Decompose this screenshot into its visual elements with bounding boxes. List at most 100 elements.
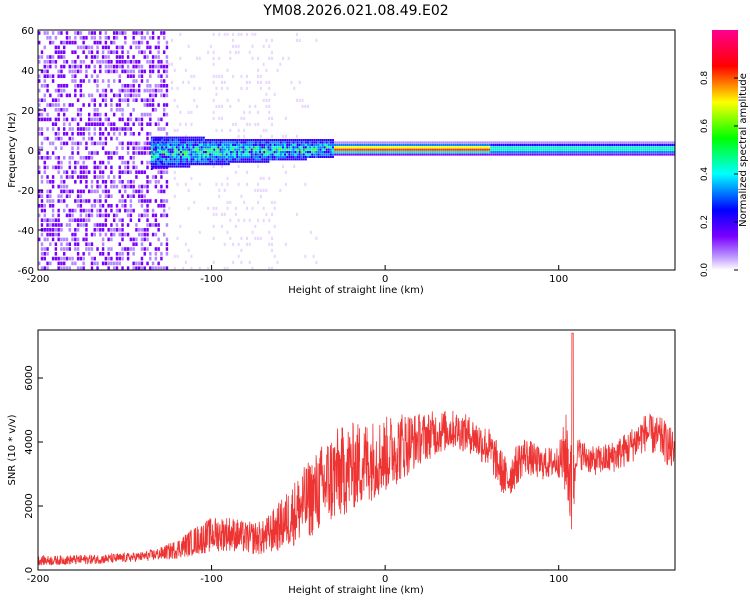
heatmap-cell [304, 254, 307, 258]
heatmap-cell [488, 146, 491, 149]
heatmap-cell [74, 84, 77, 88]
heatmap-cell [93, 117, 96, 122]
heatmap-cell [269, 141, 272, 144]
heatmap-cell [188, 141, 191, 144]
heatmap-cell [151, 103, 155, 107]
heatmap-cell [43, 228, 46, 232]
heatmap-cell [344, 143, 347, 146]
heatmap-cell [107, 156, 110, 160]
heatmap-cell [506, 148, 509, 151]
heatmap-cell [265, 160, 268, 163]
heatmap-cell [43, 208, 46, 213]
heatmap-cell [65, 132, 69, 136]
heatmap-cell [110, 184, 113, 189]
heatmap-cell [46, 151, 49, 155]
heatmap-cell [215, 128, 218, 132]
heatmap-cell [93, 199, 96, 203]
heatmap-cell [46, 237, 49, 242]
heatmap-cell [309, 141, 312, 144]
heatmap-cell [248, 141, 251, 144]
heatmap-cell [68, 69, 71, 74]
snr-x-tick-label: 100 [549, 574, 568, 585]
heatmap-cell [107, 204, 110, 208]
heatmap-cell [104, 213, 108, 218]
heatmap-cell [118, 98, 121, 102]
heatmap-cell [531, 143, 534, 146]
heatmap-cell [202, 158, 205, 161]
heatmap-cell [54, 218, 58, 222]
heatmap-cell [118, 127, 121, 131]
heatmap-cell [135, 98, 138, 102]
heatmap-cell [198, 86, 201, 90]
heatmap-cell [382, 151, 384, 154]
heatmap-cell [346, 148, 349, 151]
heatmap-cell [110, 194, 113, 198]
heatmap-cell [107, 213, 110, 218]
heatmap-cell [85, 156, 88, 160]
heatmap-cell [509, 141, 511, 144]
heatmap-cell [627, 153, 630, 156]
heatmap-cell [225, 139, 228, 142]
heatmap-cell [563, 143, 566, 146]
heatmap-cell [484, 148, 486, 151]
heatmap-cell [646, 148, 649, 151]
heatmap-cell [240, 260, 243, 264]
heatmap-cell [190, 146, 193, 149]
heatmap-cell [226, 86, 229, 90]
heatmap-cell [135, 223, 138, 227]
heatmap-cell [490, 151, 493, 154]
heatmap-cell [171, 158, 174, 161]
heatmap-cell [204, 141, 207, 144]
heatmap-cell [212, 50, 215, 54]
heatmap-cell [243, 134, 246, 138]
heatmap-cell [327, 155, 330, 158]
heatmap-cell [157, 55, 160, 59]
heatmap-cell [162, 213, 166, 218]
heatmap-cell [669, 151, 672, 154]
heatmap-cell [265, 143, 268, 146]
heatmap-cell [173, 136, 176, 139]
heatmap-cell [62, 45, 66, 50]
heatmap-cell [634, 153, 636, 156]
heatmap-cell [515, 143, 518, 146]
heatmap-cell [85, 45, 88, 50]
heatmap-cell [257, 158, 259, 161]
heatmap-cell [87, 252, 91, 256]
heatmap-cell [425, 151, 428, 154]
heatmap-cell [284, 146, 287, 149]
heatmap-cell [76, 98, 80, 102]
heatmap-cell [357, 141, 359, 144]
heatmap-cell [413, 153, 416, 156]
heatmap-cell [76, 189, 80, 194]
heatmap-cell [99, 232, 102, 237]
heatmap-cell [271, 139, 274, 142]
heatmap-cell [146, 204, 149, 208]
heatmap-cell [85, 146, 88, 150]
heatmap-cell [552, 143, 555, 146]
heatmap-cell [534, 148, 536, 151]
heatmap-cell [154, 88, 158, 93]
heatmap-cell [226, 176, 229, 180]
heatmap-cell [85, 36, 88, 40]
heatmap-cell [432, 153, 434, 156]
heatmap-cell [110, 103, 113, 107]
heatmap-cell [534, 151, 536, 154]
heatmap-cell [154, 122, 158, 126]
heatmap-cell [76, 194, 80, 198]
heatmap-cell [498, 148, 501, 151]
heatmap-cell [132, 184, 135, 189]
heatmap-cell [167, 146, 170, 149]
heatmap-cell [342, 153, 345, 156]
heatmap-cell [263, 146, 266, 149]
heatmap-cell [68, 93, 71, 98]
heatmap-cell [638, 143, 641, 146]
heatmap-cell [371, 151, 374, 154]
heatmap-cell [124, 199, 127, 203]
heatmap-cell [250, 141, 253, 144]
heatmap-cell [162, 266, 166, 270]
heatmap-cell [511, 143, 514, 146]
heatmap-cell [504, 143, 507, 146]
heatmap-cell [175, 158, 178, 161]
heatmap-cell [363, 141, 366, 144]
heatmap-cell [279, 155, 282, 158]
